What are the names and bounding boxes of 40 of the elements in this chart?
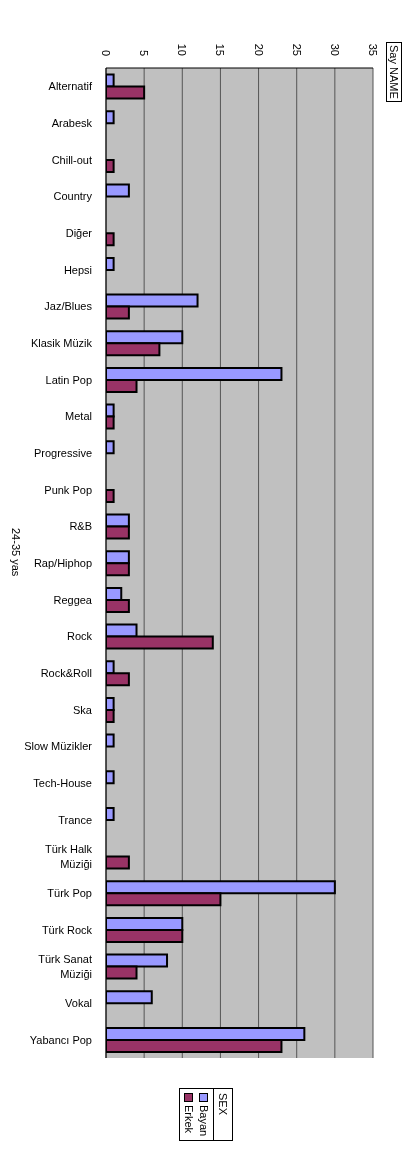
y-tick-label: Arabesk <box>51 117 93 129</box>
x-tick-label: 10 <box>176 43 189 56</box>
y-tick-label: Tech-House <box>33 777 92 789</box>
y-tick-label: Latin Pop <box>45 373 92 386</box>
y-tick-label: Metal <box>65 410 92 423</box>
y-tick-label: Jaz/Blues <box>44 300 93 313</box>
y-tick-label: Slow Müzikler <box>24 740 93 753</box>
y-tick-label: Klasik Müzik <box>30 337 93 349</box>
y-tick-label: R&B <box>69 520 92 533</box>
y-tick-label: Vokal <box>65 997 92 1009</box>
y-tick-label: Türk Rock <box>41 923 93 936</box>
y-tick-label: Diğer <box>65 227 93 239</box>
y-tick-label: Hepsi <box>63 263 92 276</box>
y-tick-label: Progressive <box>33 447 92 459</box>
legend-label: Bayan <box>197 1105 210 1137</box>
x-tick-label: 5 <box>138 49 151 56</box>
y-tick-label: Rock <box>66 630 93 643</box>
y-tick-label: Chill-out <box>51 153 92 166</box>
y-tick-label: Ska <box>73 703 93 716</box>
y-tick-label: Punk Pop <box>44 483 92 496</box>
x-tick-label: 0 <box>100 49 112 56</box>
x-tick-label: 15 <box>214 43 227 56</box>
y-tick-label: Yabancı Pop <box>29 1033 92 1046</box>
y-tick-label: Alternatif <box>48 80 93 93</box>
y-tick-label: Reggea <box>53 593 93 606</box>
legend-title: SEX <box>212 1089 232 1141</box>
y-tick-label: Türk Sanat Müziği <box>38 953 92 981</box>
x-tick-label: 35 <box>367 43 379 56</box>
y-tick-label: Rock&Roll <box>40 667 92 679</box>
y-tick-label: Trance <box>58 813 92 826</box>
y-tick-label: Türk Halk Müziği <box>44 843 93 871</box>
y-axis-title: 24-35 yas <box>10 528 22 577</box>
x-tick-label: 25 <box>290 43 303 56</box>
y-tick-label: Türk Pop <box>47 887 92 899</box>
chart-title: Say NAME <box>386 42 402 102</box>
y-tick-label: Country <box>53 190 93 203</box>
legend-label: Erkek <box>182 1105 195 1134</box>
x-tick-label: 30 <box>328 43 341 56</box>
y-tick-label: Rap/Hiphop <box>33 557 92 569</box>
x-tick-label: 20 <box>252 43 265 56</box>
